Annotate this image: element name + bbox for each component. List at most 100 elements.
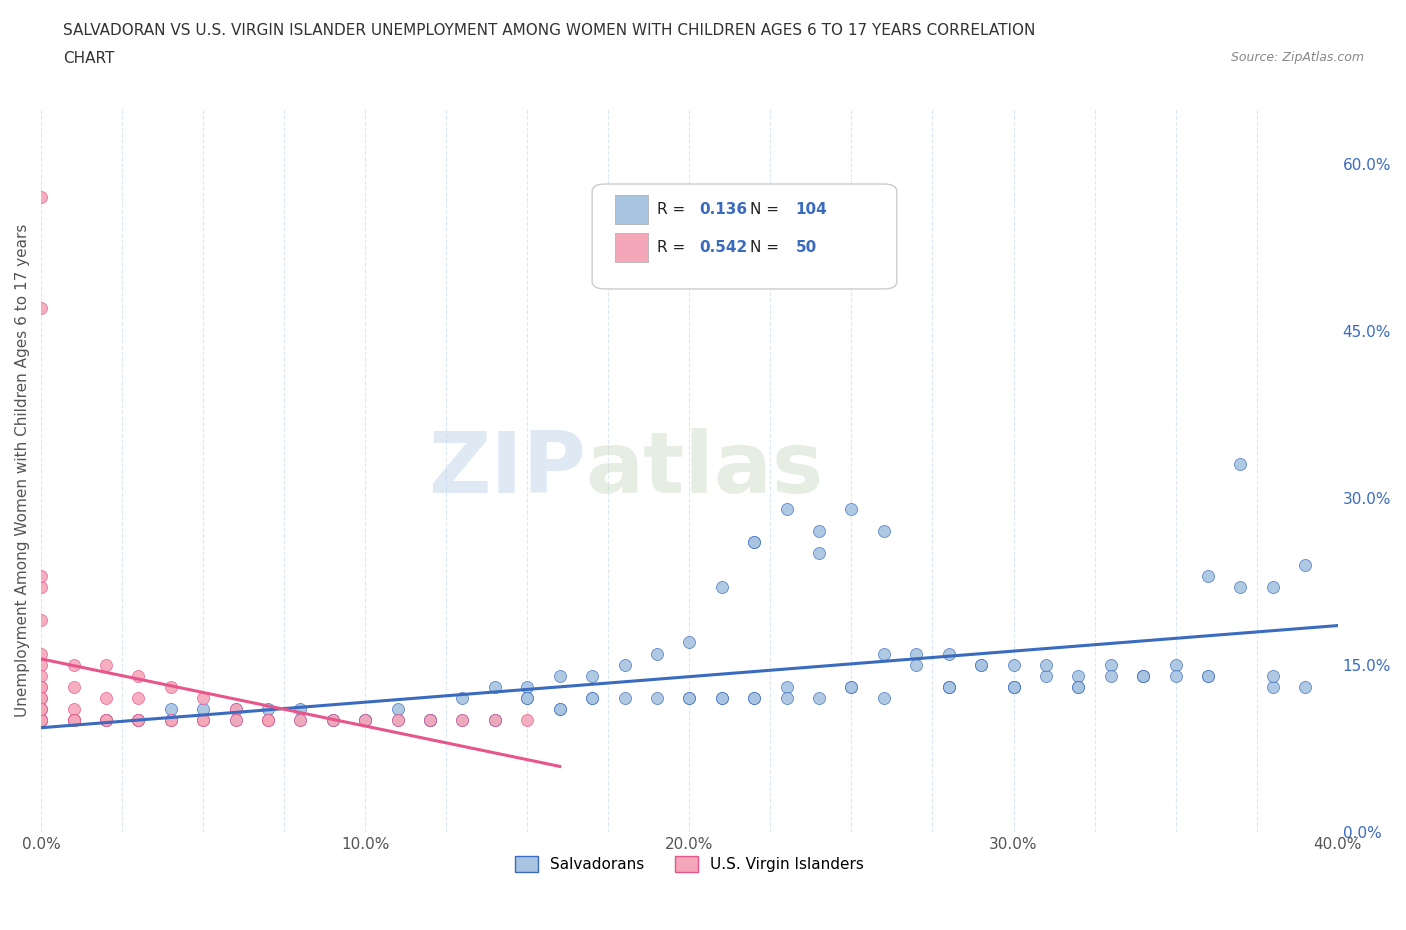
FancyBboxPatch shape [592, 184, 897, 289]
Point [354, 713, 377, 728]
Point [1229, 579, 1251, 594]
Point [451, 713, 474, 728]
Point [290, 713, 312, 728]
Point [581, 691, 603, 706]
Point [193, 713, 215, 728]
Point [1197, 669, 1219, 684]
Point [127, 691, 149, 706]
Text: Source: ZipAtlas.com: Source: ZipAtlas.com [1230, 51, 1364, 64]
Point [30, 568, 52, 583]
Point [127, 669, 149, 684]
Point [322, 713, 344, 728]
Point [159, 713, 181, 728]
Point [30, 713, 52, 728]
Point [193, 691, 215, 706]
Point [225, 713, 247, 728]
Point [581, 691, 603, 706]
Point [841, 680, 863, 695]
Point [548, 702, 571, 717]
Point [30, 646, 52, 661]
Point [1294, 557, 1316, 572]
Point [742, 535, 765, 550]
Point [1164, 658, 1187, 672]
Point [159, 713, 181, 728]
Point [841, 501, 863, 516]
Point [808, 691, 831, 706]
Point [225, 702, 247, 717]
Point [94, 658, 117, 672]
Text: CHART: CHART [63, 51, 115, 66]
Point [225, 702, 247, 717]
Point [159, 702, 181, 717]
Point [873, 524, 896, 538]
Point [94, 713, 117, 728]
Point [127, 713, 149, 728]
Point [127, 713, 149, 728]
Point [30, 613, 52, 628]
Point [938, 680, 960, 695]
Point [710, 691, 733, 706]
Text: N =: N = [751, 240, 785, 255]
Point [30, 190, 52, 205]
Text: atlas: atlas [586, 429, 824, 512]
Text: R =: R = [657, 202, 690, 217]
Point [1261, 680, 1284, 695]
Point [516, 691, 538, 706]
Point [30, 713, 52, 728]
Point [613, 658, 636, 672]
Point [808, 546, 831, 561]
Bar [616, 195, 648, 224]
Point [742, 691, 765, 706]
Point [62, 702, 84, 717]
Point [62, 713, 84, 728]
Point [1067, 669, 1090, 684]
Point [678, 691, 700, 706]
Text: 50: 50 [796, 240, 817, 255]
Text: 104: 104 [796, 202, 828, 217]
Point [1261, 669, 1284, 684]
Point [1164, 669, 1187, 684]
Text: 0.136: 0.136 [700, 202, 748, 217]
Point [1035, 669, 1057, 684]
Point [775, 680, 797, 695]
Point [127, 713, 149, 728]
Point [1197, 669, 1219, 684]
Point [516, 691, 538, 706]
Point [938, 680, 960, 695]
Point [62, 713, 84, 728]
Point [387, 713, 409, 728]
Point [1067, 680, 1090, 695]
Point [30, 680, 52, 695]
Point [354, 713, 377, 728]
Point [873, 646, 896, 661]
Point [30, 301, 52, 316]
Point [548, 702, 571, 717]
Point [873, 691, 896, 706]
Point [808, 524, 831, 538]
Point [710, 579, 733, 594]
Point [548, 669, 571, 684]
Point [775, 691, 797, 706]
Point [1035, 658, 1057, 672]
Point [484, 713, 506, 728]
Point [30, 713, 52, 728]
Point [30, 713, 52, 728]
Point [354, 713, 377, 728]
Point [742, 691, 765, 706]
Point [387, 702, 409, 717]
Point [419, 713, 441, 728]
Point [1002, 658, 1025, 672]
Point [159, 680, 181, 695]
Point [257, 702, 280, 717]
Bar [616, 233, 648, 262]
Point [30, 691, 52, 706]
Point [484, 713, 506, 728]
Point [127, 713, 149, 728]
Point [1067, 680, 1090, 695]
Point [354, 713, 377, 728]
Point [387, 713, 409, 728]
Point [484, 713, 506, 728]
Point [841, 680, 863, 695]
Point [62, 713, 84, 728]
Point [30, 691, 52, 706]
